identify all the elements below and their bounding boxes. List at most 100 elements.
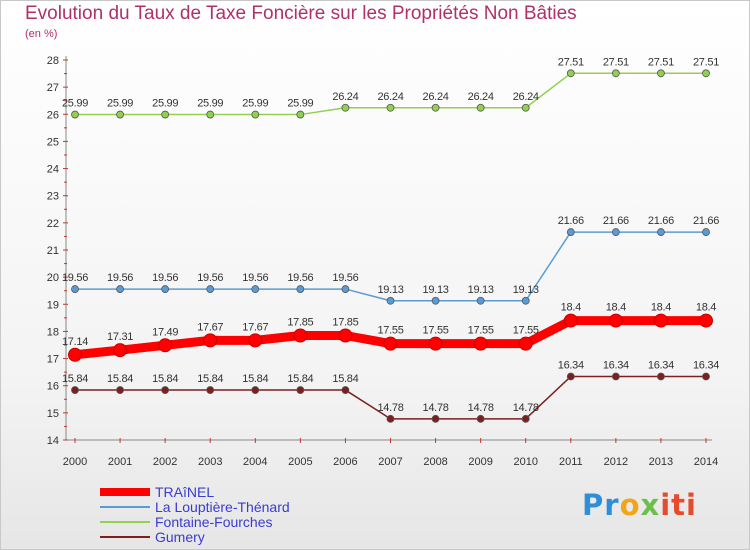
data-point	[251, 110, 260, 119]
y-tick-label: 15	[47, 408, 59, 420]
data-label: 17.55	[468, 325, 494, 337]
data-point	[161, 386, 170, 394]
data-label: 17.85	[287, 317, 313, 329]
data-label: 25.99	[62, 98, 88, 110]
x-tick-label: 2014	[694, 456, 718, 468]
data-label: 19.13	[468, 284, 494, 296]
data-label: 16.34	[648, 359, 674, 371]
data-point	[611, 69, 620, 78]
data-point	[341, 285, 350, 293]
data-label: 17.49	[152, 326, 178, 338]
data-label: 16.34	[693, 359, 719, 371]
x-tick-label: 2004	[243, 456, 267, 468]
y-tick-label: 20	[47, 272, 59, 284]
data-point	[657, 228, 665, 236]
data-label: 15.84	[332, 373, 358, 385]
x-tick-label: 2013	[649, 456, 673, 468]
legend-item: Gumery	[100, 529, 205, 545]
data-point	[203, 333, 218, 348]
data-label: 17.55	[513, 325, 539, 337]
x-tick-label: 2008	[423, 456, 447, 468]
data-label: 15.84	[197, 373, 223, 385]
data-point	[476, 414, 485, 423]
data-label: 19.56	[197, 272, 223, 284]
y-axis-unit-label: (en %)	[25, 28, 58, 40]
data-label: 14.78	[468, 402, 494, 414]
data-point	[702, 372, 710, 381]
legend-label: TRAîNEL	[155, 484, 214, 500]
data-point	[566, 228, 575, 236]
data-point	[251, 386, 260, 394]
data-point	[428, 336, 443, 351]
data-label: 19.56	[242, 272, 268, 284]
data-label: 19.56	[287, 272, 313, 284]
data-point	[206, 285, 215, 293]
data-point	[386, 296, 395, 305]
data-label: 25.99	[197, 98, 223, 110]
data-point	[161, 285, 170, 293]
data-point	[699, 313, 713, 328]
y-tick-label: 23	[47, 191, 59, 203]
data-label: 21.66	[603, 215, 629, 227]
y-tick-label: 25	[47, 136, 59, 148]
proxiti-logo: Proxiti	[582, 488, 697, 522]
data-label: 27.51	[648, 56, 674, 68]
data-label: 19.13	[377, 284, 403, 296]
data-point	[653, 313, 668, 328]
series-fontaine-fourches	[71, 69, 710, 119]
data-point	[206, 386, 215, 394]
data-label: 14.78	[377, 402, 403, 414]
data-label: 17.55	[423, 325, 449, 337]
data-point	[657, 372, 665, 381]
data-point	[611, 228, 620, 236]
y-tick-label: 14	[47, 435, 59, 447]
legend-item: TRAîNEL	[100, 484, 214, 500]
data-point	[431, 103, 440, 112]
data-label: 19.13	[423, 284, 449, 296]
x-tick-label: 2010	[513, 456, 537, 468]
data-label: 17.14	[62, 336, 88, 348]
data-point	[521, 296, 530, 305]
data-label: 16.34	[558, 359, 584, 371]
data-point	[518, 336, 533, 351]
data-point	[521, 103, 530, 112]
data-label: 26.24	[377, 91, 403, 103]
x-tick-label: 2012	[604, 456, 628, 468]
data-label: 27.51	[603, 56, 629, 68]
series-la-loupti-re-th-nard	[71, 228, 710, 305]
data-label: 26.24	[423, 91, 449, 103]
data-point	[116, 285, 124, 293]
y-tick-label: 19	[47, 299, 59, 311]
data-label: 17.31	[107, 331, 133, 343]
data-point	[386, 103, 395, 112]
series-layer	[68, 69, 713, 423]
data-label: 17.67	[197, 321, 223, 333]
legend-label: La Louptière-Thénard	[155, 499, 290, 515]
data-point	[158, 338, 173, 353]
data-label: 26.24	[513, 91, 539, 103]
data-point	[296, 386, 305, 394]
data-point	[431, 296, 440, 305]
data-point	[341, 103, 350, 112]
chart-title: Evolution du Taux de Taxe Foncière sur l…	[25, 3, 577, 24]
logo-part: iti	[660, 488, 697, 522]
y-tick-label: 18	[47, 326, 59, 338]
data-label: 19.56	[62, 272, 88, 284]
legend-label: Fontaine-Fourches	[155, 514, 273, 530]
data-point	[608, 313, 623, 328]
y-tick-label: 17	[47, 354, 59, 366]
data-point	[248, 333, 263, 348]
axes: 14 15 16 17 18 19 20 21 22 23 24 25 26 27 28 2000 2001 20…	[47, 55, 718, 468]
data-point	[702, 228, 710, 236]
data-point	[611, 372, 620, 381]
series-gumery	[71, 372, 710, 423]
y-tick-label: 16	[47, 381, 59, 393]
data-point	[476, 296, 485, 305]
data-point	[206, 110, 215, 119]
data-label: 25.99	[152, 98, 178, 110]
data-label: 21.66	[558, 215, 584, 227]
logo-part: o	[619, 488, 641, 522]
data-label: 21.66	[693, 215, 719, 227]
data-point	[161, 110, 170, 119]
x-tick-label: 2002	[153, 456, 177, 468]
